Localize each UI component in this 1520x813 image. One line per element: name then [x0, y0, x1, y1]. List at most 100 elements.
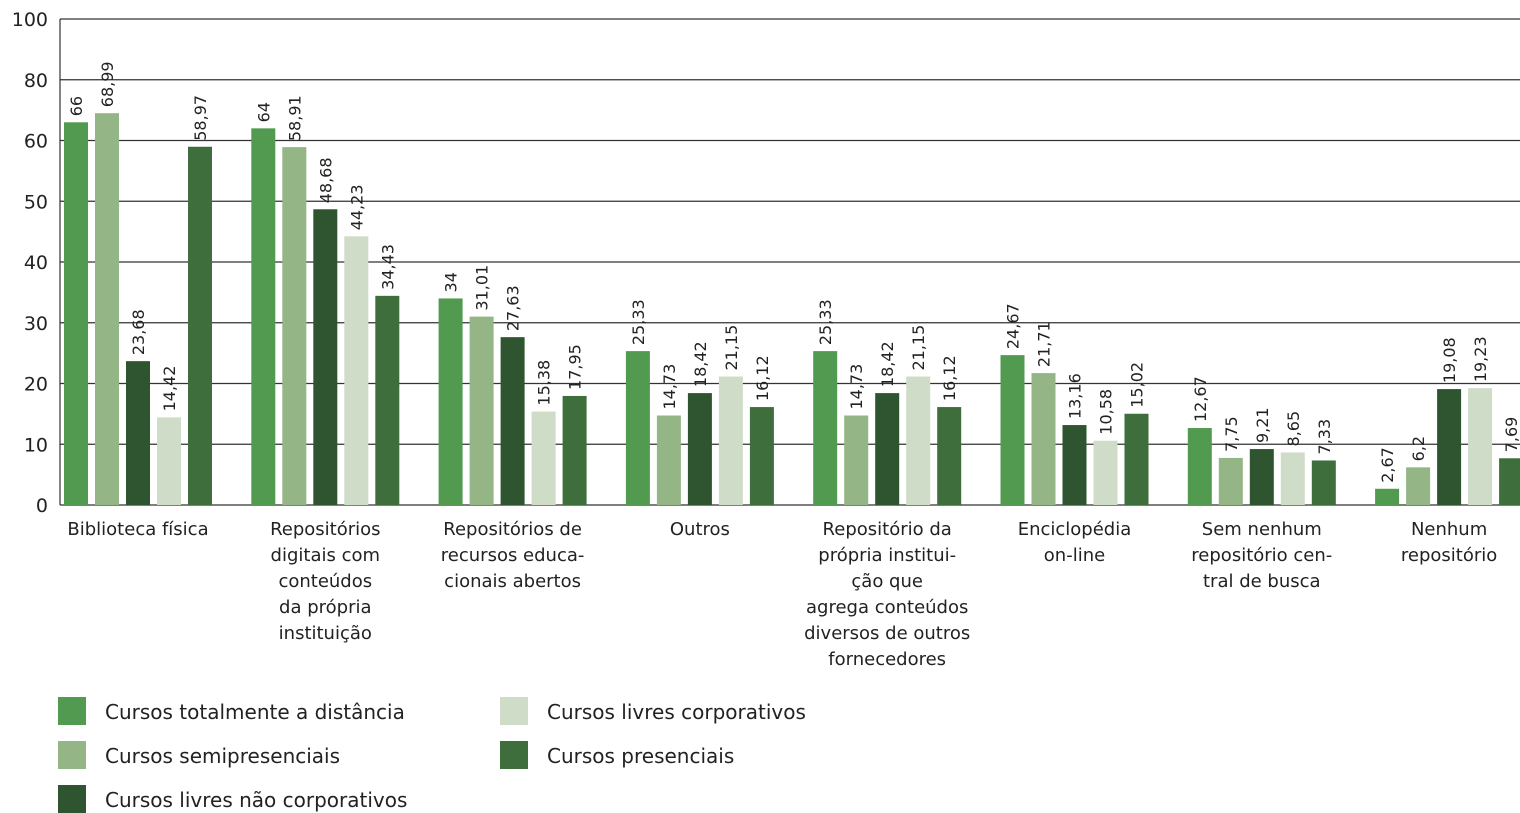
legend-swatch — [500, 741, 528, 769]
x-tick-label: Repositório da própria institui- ção que… — [804, 519, 971, 670]
bar — [625, 351, 650, 505]
y-tick-label: 10 — [24, 434, 48, 456]
bar — [469, 316, 494, 505]
data-label: 16,12 — [753, 355, 772, 401]
x-tick-label: Outros — [669, 519, 730, 540]
bar — [1499, 458, 1520, 505]
bar — [344, 236, 369, 506]
data-label: 23,68 — [129, 309, 148, 355]
legend-swatch — [58, 785, 86, 813]
data-label: 8,65 — [1284, 411, 1303, 447]
y-tick-label: 40 — [24, 252, 48, 274]
bar — [251, 128, 276, 505]
bar — [875, 393, 900, 505]
bar — [562, 395, 587, 505]
bar — [813, 351, 838, 505]
x-tick-label: Repositórios digitais com conteúdos da p… — [270, 519, 381, 644]
y-tick-label: 60 — [24, 131, 48, 153]
x-tick-label: Biblioteca física — [67, 519, 209, 540]
y-tick-label: 20 — [24, 374, 48, 396]
data-label: 21,71 — [1035, 321, 1054, 367]
data-label: 66 — [67, 96, 86, 116]
data-label: 44,23 — [347, 184, 366, 230]
legend-label: Cursos presenciais — [547, 744, 734, 768]
data-label: 19,08 — [1440, 337, 1459, 383]
bar — [438, 298, 463, 505]
bar — [1218, 457, 1243, 505]
legend-swatch — [500, 697, 528, 725]
y-tick-label: 50 — [24, 191, 48, 213]
bar — [656, 415, 681, 505]
data-label: 24,67 — [1004, 303, 1023, 349]
bar — [749, 407, 774, 505]
y-tick-label: 80 — [24, 70, 48, 92]
bar — [906, 376, 931, 505]
data-label: 15,02 — [1128, 362, 1147, 408]
data-label: 9,21 — [1253, 407, 1272, 443]
data-label: 16,12 — [940, 355, 959, 401]
bar — [375, 295, 400, 505]
bar — [531, 411, 556, 505]
bar — [64, 122, 88, 506]
data-label: 7,69 — [1502, 417, 1520, 453]
data-label: 34 — [442, 272, 461, 292]
bar — [1000, 355, 1025, 505]
bar — [1249, 449, 1274, 505]
data-label: 25,33 — [816, 299, 835, 345]
bar — [1311, 460, 1336, 505]
data-label: 14,42 — [160, 366, 179, 412]
data-label: 13,16 — [1066, 373, 1085, 419]
data-label: 10,58 — [1097, 389, 1116, 435]
data-label: 31,01 — [473, 265, 492, 311]
bar — [844, 415, 869, 505]
x-tick-label: Repositórios de recursos educa- cionais … — [440, 519, 585, 592]
bar — [687, 393, 712, 505]
bar — [188, 146, 212, 505]
bar — [1468, 388, 1493, 505]
data-label: 58,91 — [285, 95, 304, 141]
y-tick-label: 100 — [12, 9, 48, 31]
bar — [1187, 428, 1212, 505]
bar — [718, 376, 743, 505]
y-tick-label: 30 — [24, 313, 48, 335]
legend-swatch — [58, 741, 86, 769]
bar — [1375, 488, 1400, 505]
data-label: 7,33 — [1315, 419, 1334, 455]
bar — [95, 113, 119, 506]
data-label: 58,97 — [191, 95, 210, 141]
bar — [126, 361, 150, 505]
legend-label: Cursos livres não corporativos — [105, 788, 407, 812]
bar — [1280, 452, 1305, 505]
data-label: 15,38 — [535, 360, 554, 406]
data-label: 14,73 — [847, 364, 866, 410]
data-label: 48,68 — [316, 157, 335, 203]
bar — [1062, 425, 1087, 505]
data-label: 34,43 — [378, 244, 397, 290]
legend-label: Cursos livres corporativos — [547, 700, 806, 724]
bar — [937, 407, 962, 505]
data-label: 12,67 — [1191, 376, 1210, 422]
data-label: 19,23 — [1471, 336, 1490, 382]
data-label: 18,42 — [691, 341, 710, 387]
legend-label: Cursos semipresenciais — [105, 744, 340, 768]
bar — [1437, 389, 1462, 505]
y-tick-label: 0 — [36, 495, 48, 517]
legend-swatch — [58, 697, 86, 725]
data-label: 25,33 — [629, 299, 648, 345]
x-tick-label: Sem nenhum repositório cen- tral de busc… — [1191, 519, 1333, 592]
bar — [157, 417, 181, 505]
x-tick-label: Nenhum repositório — [1400, 519, 1498, 566]
data-label: 14,73 — [660, 364, 679, 410]
bar — [1124, 413, 1149, 505]
data-label: 68,99 — [98, 61, 117, 107]
x-tick-label: Enciclopédia on-line — [1017, 519, 1132, 566]
bar — [1406, 467, 1431, 505]
data-label: 7,75 — [1222, 416, 1241, 452]
data-label: 64 — [254, 102, 273, 122]
data-label: 21,15 — [909, 325, 928, 371]
bar — [282, 147, 307, 505]
bar — [313, 209, 338, 506]
bar — [500, 337, 525, 505]
